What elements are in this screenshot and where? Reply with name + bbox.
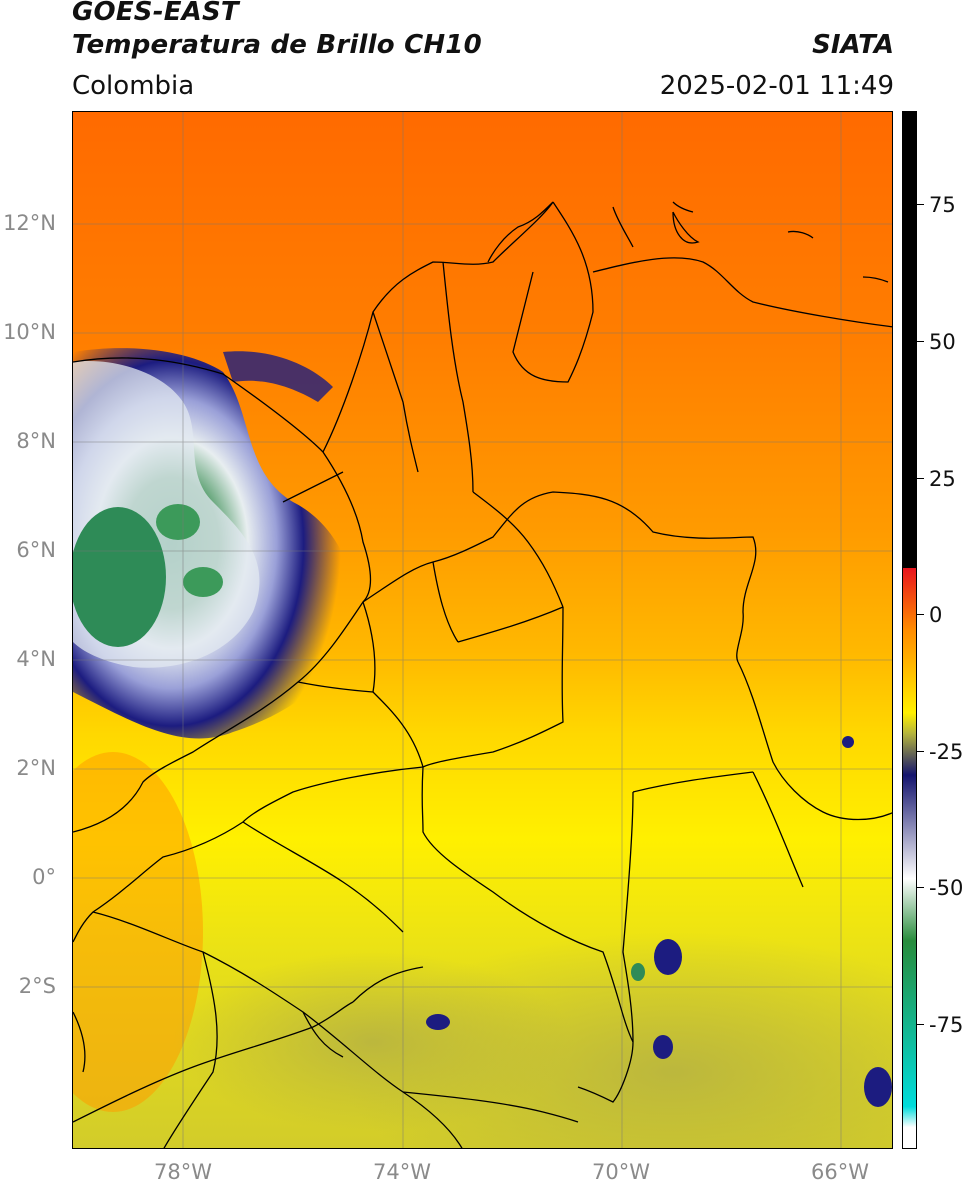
agency-label: SIATA [812,30,894,60]
lon-label: 70°W [592,1160,650,1184]
map-title: GOES-EAST Temperatura de Brillo CH10 [72,0,482,62]
coastlines [672,201,889,283]
colorbar-tick [917,341,924,342]
lon-label: 66°W [811,1160,869,1184]
lon-label: 74°W [373,1160,431,1184]
lat-label: 12°N [3,211,56,235]
timestamp-label: 2025-02-01 11:49 [659,71,894,101]
colorbar-tick [917,204,924,205]
satellite-name: GOES-EAST [72,0,239,27]
colorbar-tick [917,751,924,752]
lat-label: 8°N [16,429,56,453]
colorbar-label: -75 [929,1013,964,1037]
lat-label: 2°S [18,974,56,998]
graticule [73,112,892,1148]
colorbar-label: 75 [929,193,956,217]
borders [73,201,892,1148]
satellite-map [72,111,893,1149]
colorbar-tick [917,887,924,888]
colorbar-label: -50 [929,876,964,900]
lat-label: 2°N [16,756,56,780]
product-name: Temperatura de Brillo CH10 [72,30,482,60]
colorbar-tick [917,478,924,479]
colorbar-tick [917,614,924,615]
lat-label: 10°N [3,320,56,344]
colorbar [902,111,917,1149]
colorbar-tick [917,1024,924,1025]
colorbar-label: -25 [929,740,964,764]
lat-label: 4°N [16,647,56,671]
lon-label: 78°W [154,1160,212,1184]
colorbar-label: 25 [929,467,956,491]
lat-label: 0° [32,865,56,889]
convective-cloud [73,348,892,1107]
colorbar-label: 0 [929,603,943,627]
region-label: Colombia [72,71,195,101]
colorbar-label: 50 [929,330,956,354]
lat-label: 6°N [16,538,56,562]
